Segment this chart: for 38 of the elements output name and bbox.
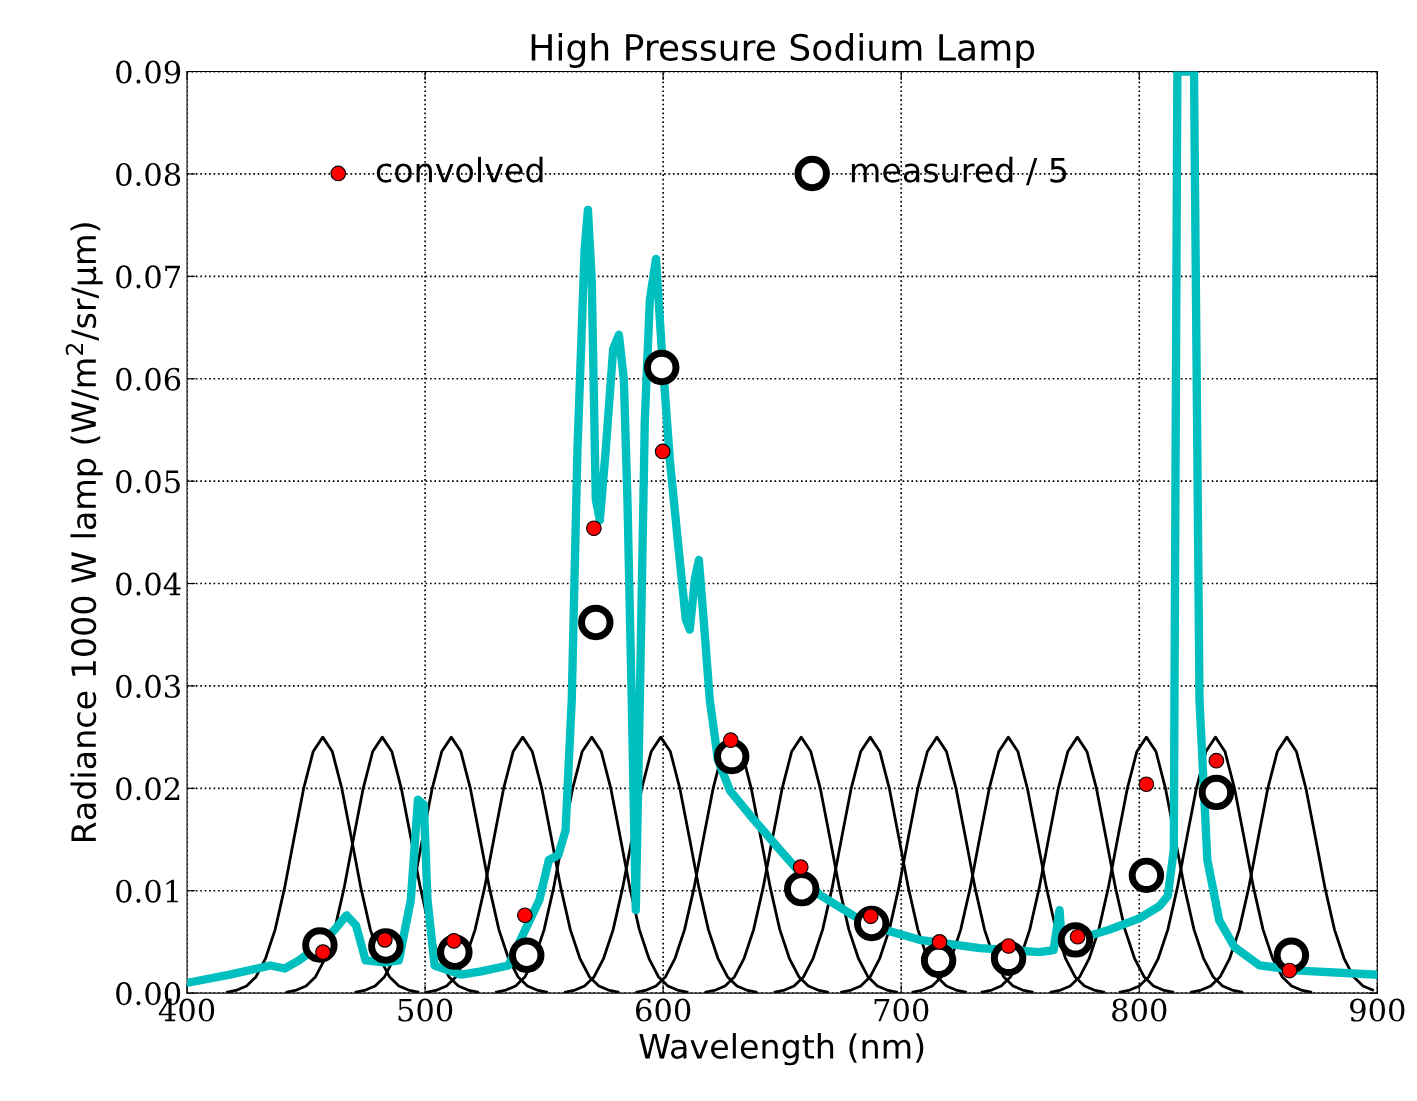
legend-label: measured / 5: [851, 156, 1067, 186]
point: [714, 738, 750, 775]
point: [644, 349, 680, 386]
legend-label: convolved: [376, 156, 543, 183]
y-tick-label: 0.08: [116, 162, 181, 186]
y-tick-label: 0.01: [116, 879, 178, 903]
point: [509, 937, 545, 973]
point: [517, 907, 533, 924]
x-tick-label: 900: [1350, 998, 1405, 1022]
point: [1208, 752, 1225, 769]
y-tick-label: 0.04: [116, 572, 181, 596]
y-tick-label: 0.02: [116, 777, 180, 801]
point: [1000, 938, 1017, 954]
point: [722, 732, 739, 749]
point: [586, 520, 602, 537]
point: [578, 604, 614, 641]
point: [792, 859, 809, 875]
point: [654, 443, 671, 460]
y-tick-label: 0.07: [116, 265, 180, 289]
y-tick-label: 0.05: [116, 470, 180, 494]
point: [1128, 857, 1165, 894]
point: [931, 934, 948, 950]
chart-title: High Pressure Sodium Lamp: [531, 33, 1035, 68]
point: [446, 933, 462, 949]
point: [1138, 776, 1155, 793]
x-tick-label: 700: [874, 998, 929, 1022]
point: [1281, 962, 1298, 979]
point: [784, 870, 820, 907]
x-tick-label: 500: [398, 998, 453, 1022]
y-tick-label: 0.03: [116, 674, 180, 698]
x-tick-label: 600: [636, 998, 691, 1022]
x-axis-title: Wavelength (nm): [639, 1033, 924, 1066]
point: [920, 942, 957, 979]
y-tick-label: 0.06: [116, 367, 181, 391]
x-tick-label: 800: [1112, 998, 1167, 1022]
point: [1198, 774, 1235, 811]
y-axis-title: Radiance 1000 W lamp (W/m$^{2}$/sr/μm): [65, 223, 103, 842]
y-tick-label: 0.09: [116, 60, 181, 84]
